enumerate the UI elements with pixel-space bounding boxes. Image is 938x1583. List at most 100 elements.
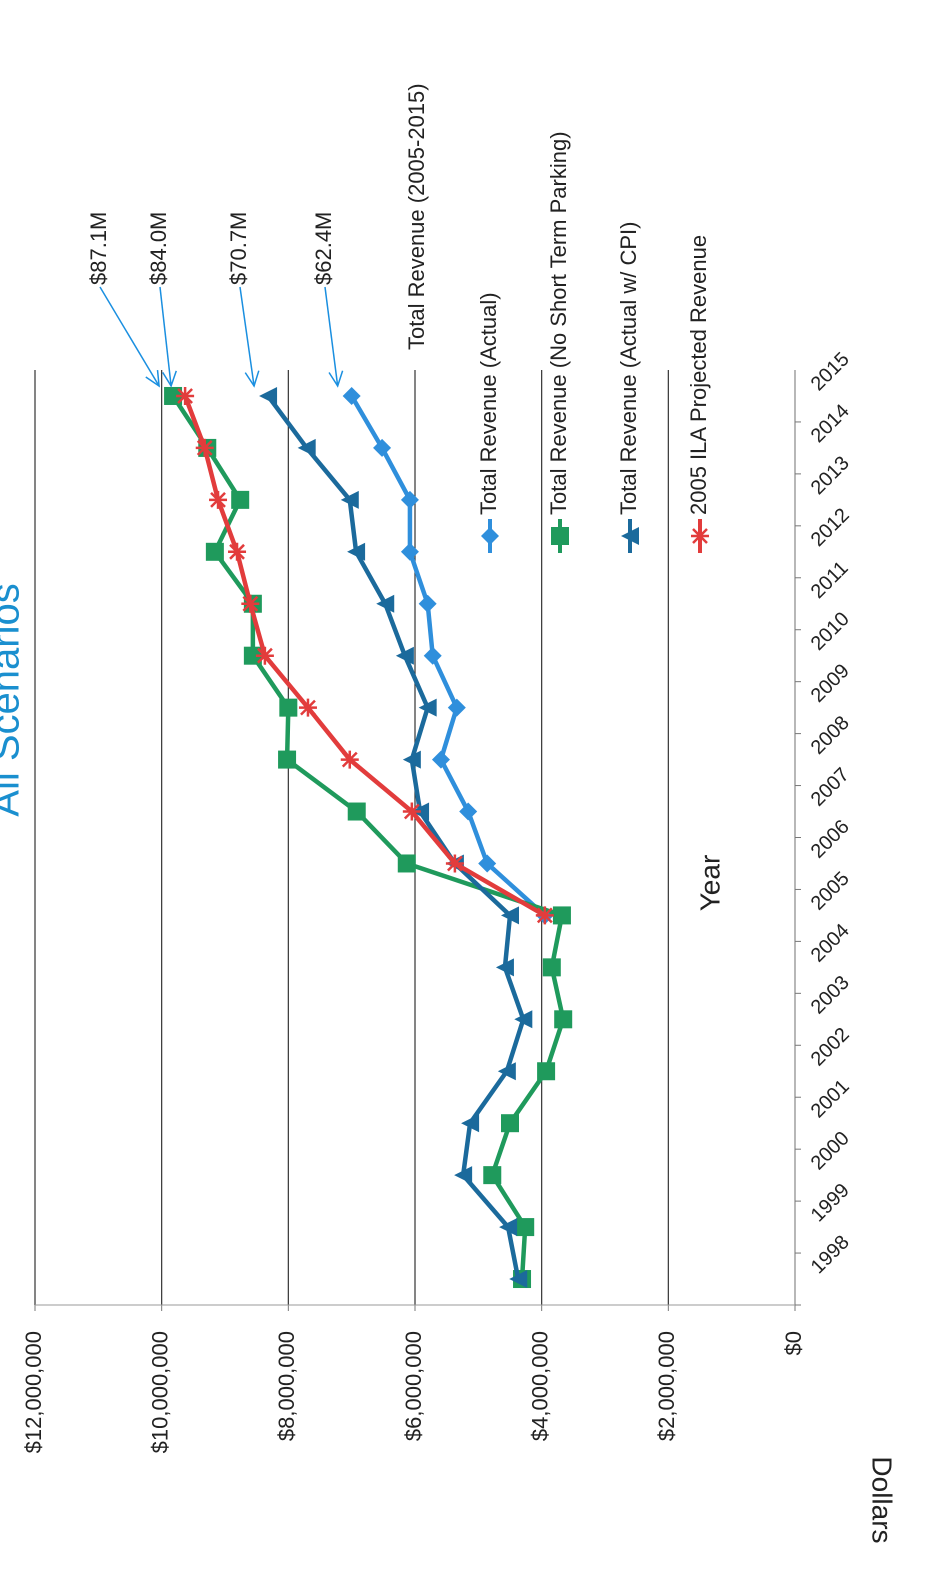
x-tick-label: 2015 — [807, 348, 854, 395]
point — [255, 646, 274, 665]
legend-label: Total Revenue (Actual) — [476, 292, 501, 515]
point — [454, 1166, 473, 1185]
point — [342, 386, 361, 405]
point — [278, 750, 297, 769]
point — [400, 490, 419, 509]
y-tick-label: $12,000,000 — [21, 1331, 46, 1453]
x-tick-label: 2006 — [807, 816, 854, 863]
point — [495, 958, 514, 977]
legend-marker — [481, 527, 499, 545]
point — [340, 750, 359, 769]
x-tick-label: 2012 — [807, 504, 854, 551]
arrow-head — [244, 370, 260, 388]
annotation-label: $84.0M — [146, 212, 171, 285]
x-tick-label: 2004 — [807, 920, 854, 967]
annotation-heading: Total Revenue (2005-2015) — [404, 83, 429, 350]
series-line — [171, 394, 566, 1280]
point — [459, 802, 478, 821]
point — [205, 542, 224, 561]
series-line — [266, 394, 526, 1280]
x-tick-label: 2010 — [807, 608, 854, 655]
y-tick-label: $8,000,000 — [274, 1331, 299, 1441]
legend-label: Total Revenue (No Short Term Parking) — [546, 131, 571, 515]
point — [497, 1062, 516, 1081]
point — [279, 698, 298, 717]
point — [537, 1062, 556, 1081]
y-tick-label: $10,000,000 — [147, 1331, 172, 1453]
point — [176, 386, 195, 405]
arrow-head — [145, 369, 160, 388]
annotation-label: $62.4M — [311, 212, 336, 285]
annotation-label: $70.7M — [226, 212, 251, 285]
y-tick-label: $2,000,000 — [654, 1331, 679, 1441]
point — [514, 1010, 533, 1029]
legend-marker — [551, 527, 569, 545]
x-tick-label: 2013 — [807, 452, 854, 499]
point — [228, 542, 247, 561]
point — [395, 646, 414, 665]
point — [241, 594, 260, 613]
point — [400, 542, 419, 561]
point — [445, 854, 464, 873]
point — [243, 646, 262, 665]
arrow-head — [328, 370, 344, 388]
point — [397, 854, 416, 873]
x-tick-label: 2003 — [807, 972, 854, 1019]
point — [552, 906, 571, 925]
rotated-chart: All Scenarios Year Dollars Total Revenue… — [0, 83, 898, 1543]
legend-marker — [621, 527, 639, 545]
chart-title: All Scenarios — [0, 583, 28, 816]
annotation-label: $87.1M — [86, 212, 111, 285]
point — [418, 698, 437, 717]
x-tick-label: 2007 — [807, 764, 854, 811]
legend-marker — [691, 527, 709, 545]
y-tick-label: $0 — [781, 1331, 806, 1355]
legend-label: Total Revenue (Actual w/ CPI) — [616, 222, 641, 515]
point — [340, 490, 359, 509]
point — [418, 594, 437, 613]
x-tick-label: 2009 — [807, 660, 854, 707]
point — [447, 698, 466, 717]
x-tick-label: 1998 — [807, 1231, 854, 1278]
point — [259, 386, 278, 405]
point — [554, 1010, 573, 1029]
x-tick-label: 2001 — [807, 1075, 854, 1122]
point — [535, 906, 554, 925]
x-tick-label: 2002 — [807, 1023, 854, 1070]
point — [542, 958, 561, 977]
y-tick-label: $4,000,000 — [527, 1331, 552, 1441]
annotation-arrow — [99, 286, 160, 387]
point — [297, 438, 316, 457]
point — [516, 1218, 535, 1237]
x-tick-label: 2005 — [807, 868, 854, 915]
point — [483, 1166, 502, 1185]
y-tick-label: $6,000,000 — [401, 1331, 426, 1441]
point — [461, 1114, 480, 1133]
point — [501, 1114, 519, 1133]
legend-label: 2005 ILA Projected Revenue — [686, 235, 711, 515]
point — [501, 906, 519, 925]
annotation-arrow — [159, 286, 172, 387]
point — [209, 490, 228, 509]
point — [402, 750, 421, 769]
annotation-arrow — [239, 286, 255, 387]
point — [376, 594, 395, 613]
x-axis-title: Year — [694, 855, 725, 912]
point — [431, 750, 450, 769]
point — [423, 646, 442, 665]
x-tick-label: 1999 — [807, 1179, 854, 1226]
point — [347, 542, 366, 561]
y-axis-title: Dollars — [867, 1456, 898, 1543]
x-tick-label: 2014 — [807, 400, 854, 447]
point — [298, 698, 317, 717]
annotation-arrow — [324, 286, 339, 387]
point — [402, 802, 421, 821]
point — [164, 386, 183, 405]
point — [231, 490, 250, 509]
x-tick-label: 2000 — [807, 1127, 854, 1174]
point — [373, 438, 392, 457]
x-tick-label: 2008 — [807, 712, 854, 759]
point — [478, 854, 497, 873]
point — [499, 1218, 518, 1237]
